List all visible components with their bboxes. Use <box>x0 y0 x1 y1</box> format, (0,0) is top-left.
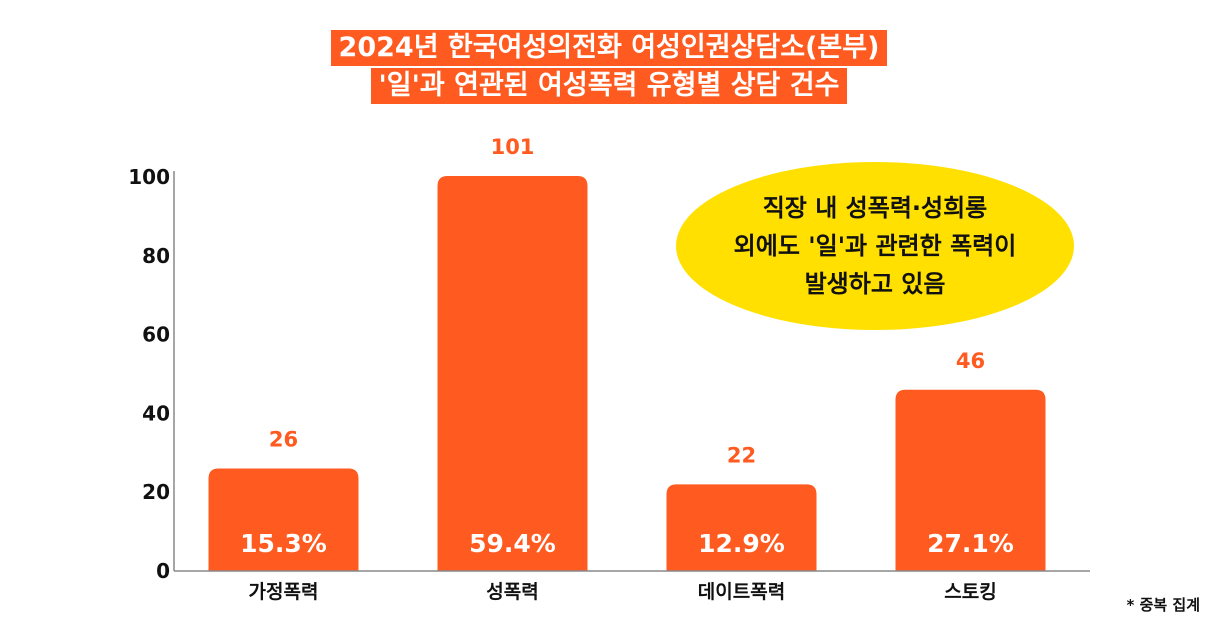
bar-percent-label: 59.4% <box>469 529 556 558</box>
bar-value-label: 101 <box>491 135 535 159</box>
callout-line-1: 직장 내 성폭력·성희롱 <box>762 194 988 222</box>
bar <box>895 389 1046 571</box>
callout-line-2: 외에도 '일'과 관련한 폭력이 <box>733 232 1017 260</box>
x-category-label: 스토킹 <box>944 581 996 603</box>
x-category-label: 성폭력 <box>486 581 538 603</box>
x-category-label: 데이트폭력 <box>698 581 785 603</box>
bar <box>208 468 359 571</box>
bar-percent-label: 27.1% <box>927 529 1014 558</box>
bar-percent-label: 15.3% <box>240 529 327 558</box>
bars-group <box>208 176 1046 571</box>
title-line-1: 2024년 한국여성의전화 여성인권상담소(본부) <box>330 30 888 66</box>
callout-text: 직장 내 성폭력·성희롱 외에도 '일'과 관련한 폭력이 발생하고 있음 <box>734 189 1017 303</box>
x-category-label: 가정폭력 <box>249 581 319 603</box>
y-tick-label: 0 <box>156 559 170 583</box>
bar-value-label: 22 <box>727 443 756 467</box>
y-tick-label: 20 <box>142 480 170 504</box>
labels-group: 26 15.3% 가정폭력 101 59.4% 성폭력 22 12.9% 데이트폭력 46 27.1… <box>240 135 1014 603</box>
y-tick-label: 40 <box>142 401 170 425</box>
bar-value-label: 26 <box>269 428 298 452</box>
callout-bubble: 직장 내 성폭력·성희롱 외에도 '일'과 관련한 폭력이 발생하고 있음 <box>676 162 1074 330</box>
chart-title: 2024년 한국여성의전화 여성인권상담소(본부) '일'과 연관된 여성폭력 … <box>0 30 1218 104</box>
bar <box>437 176 588 571</box>
callout-line-3: 발생하고 있음 <box>804 270 946 298</box>
y-tick-label: 100 <box>128 165 170 189</box>
y-tick-label: 80 <box>142 244 170 268</box>
title-line-2: '일'과 연관된 여성폭력 유형별 상담 건수 <box>370 68 848 104</box>
bar <box>666 484 817 571</box>
footnote: * 중복 집계 <box>1126 596 1201 614</box>
bar-percent-label: 12.9% <box>698 529 785 558</box>
y-tick-label: 60 <box>142 323 170 347</box>
bar-value-label: 46 <box>956 349 985 373</box>
axes-group: 0 20 40 60 80 100 <box>128 165 1090 583</box>
